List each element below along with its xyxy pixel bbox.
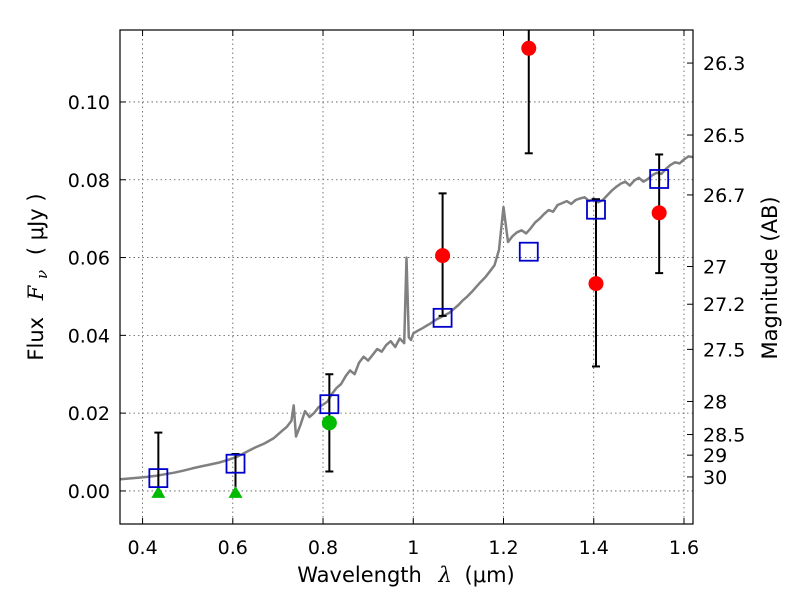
plot-area [120, 30, 693, 498]
axis-ticks: 0.4 0.6 0.8 1 1.2 1.4 1.6 0.00 0.02 0.04 0.06 0.08 0… [68, 30, 745, 559]
y2-tick-label: 27 [703, 256, 727, 278]
plot-frame [119, 29, 694, 525]
y2-tick-label: 29 [703, 445, 727, 467]
y-axis-unit: ( μJy ) [24, 193, 48, 255]
y-axis-subscript: ν [33, 270, 51, 279]
y2-tick-label: 27.2 [703, 294, 745, 316]
y2-tick-label: 28.5 [703, 425, 745, 447]
y-tick-label: 0.02 [68, 403, 110, 425]
x-tick-label: 0.8 [308, 537, 338, 559]
y2-axis-title: Magnitude (AB) [758, 196, 782, 359]
observed-flux-marker [651, 205, 667, 221]
y2-tick-label: 27.5 [703, 339, 745, 361]
optical-flux-marker [321, 415, 337, 431]
model-photometry-marker [148, 468, 169, 489]
model-photometry-marker [586, 199, 606, 220]
y-tick-label: 0.08 [68, 170, 110, 192]
y2-tick-label: 28 [703, 391, 727, 413]
x-tick-label: 1 [407, 537, 419, 559]
y2-tick-label: 26.5 [703, 125, 745, 147]
y-tick-label: 0.06 [68, 248, 110, 270]
x-axis-title: Wavelength λ (μm) [297, 563, 514, 587]
y-axis-label: Flux [24, 317, 48, 361]
model-photometry-marker [319, 394, 340, 415]
x-tick-label: 1.4 [579, 537, 609, 559]
x-axis-symbol: λ [438, 563, 452, 587]
model-spectrum-line [120, 155, 693, 481]
y-tick-label: 0.04 [68, 325, 110, 347]
x-tick-label: 0.6 [218, 537, 248, 559]
model-photometry-marker [649, 169, 670, 189]
model-photometry-marker [518, 241, 539, 262]
grid [120, 30, 693, 524]
y2-tick-label: 30 [703, 467, 727, 489]
observed-flux-marker [588, 276, 604, 292]
y-axis-symbol: F [24, 284, 48, 301]
y2-tick-label: 26.3 [703, 53, 745, 75]
observed-flux-marker [435, 248, 451, 264]
x-axis-label: Wavelength [297, 563, 422, 587]
x-tick-label: 1.6 [669, 537, 699, 559]
observed-flux-marker [521, 40, 537, 56]
upper-limit-marker [228, 485, 243, 498]
x-tick-label: 0.4 [127, 537, 157, 559]
y-axis-title: Flux F ν ( μJy ) [24, 193, 52, 360]
y2-tick-label: 26.7 [703, 185, 745, 207]
model-photometry-marker [225, 453, 246, 474]
y-tick-label: 0.00 [68, 481, 110, 503]
x-axis-unit: (μm) [465, 563, 515, 587]
y-tick-label: 0.10 [68, 92, 110, 114]
x-tick-label: 1.2 [488, 537, 518, 559]
model-photometry-marker [432, 307, 453, 328]
upper-limit-marker [151, 485, 166, 498]
